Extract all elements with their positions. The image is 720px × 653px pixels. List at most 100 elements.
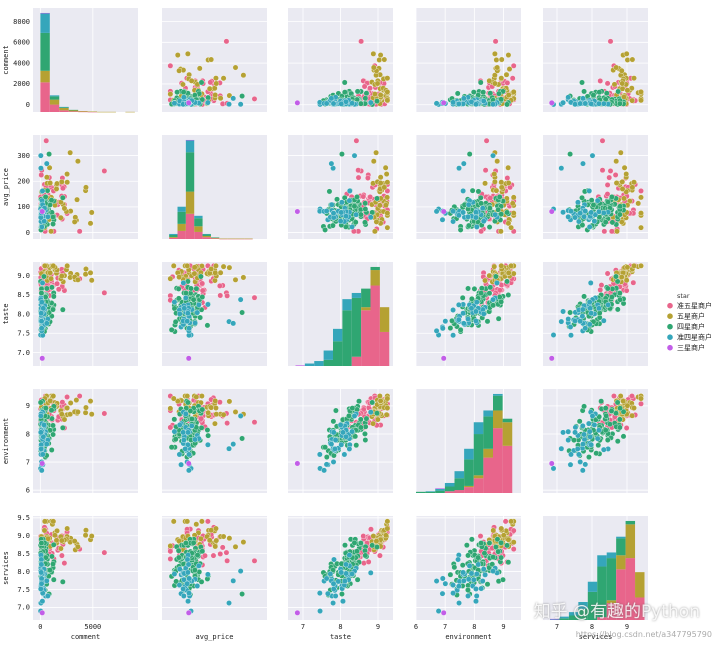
scatter-point [635,200,642,207]
hist-bar [40,82,50,112]
scatter-point [597,78,604,84]
scatter-point [450,208,456,215]
scatter-point [240,72,247,79]
scatter-point [226,445,232,452]
pairplot-cells [33,8,648,620]
scatter-point [466,151,473,157]
scatter-point [369,542,376,549]
scatter-point [54,280,60,287]
scatter-point [484,581,491,588]
scatter-point [496,194,503,200]
scatter-point [460,188,467,194]
scatter-point [460,569,467,576]
y-axis-label: avg_price [2,168,10,206]
scatter-point [167,91,174,97]
hist-bar [550,618,560,620]
scatter-point [638,224,644,231]
scatter-point [478,285,485,292]
scatter-point [607,168,614,174]
hist-bar [49,96,60,100]
scatter-point [604,80,611,87]
scatter-point [478,290,484,296]
hist-bar [202,233,211,235]
scatter-point [181,305,188,312]
scatter-point [473,318,479,324]
hist-bar [606,552,617,559]
scatter-point [582,325,589,332]
scatter-point [567,461,574,468]
scatter-point [41,518,48,525]
scatter-point [316,451,323,458]
scatter-point [377,92,384,98]
scatter-point [76,393,83,399]
scatter-point [73,397,80,403]
scatter-point [482,167,489,174]
scatter-point [440,208,447,215]
scatter-point [384,224,391,231]
hist-bar [435,488,445,489]
scatter-point [500,532,507,539]
scatter-point [558,318,565,325]
scatter-point [498,539,504,546]
scatter-point [473,214,479,221]
scatter-point [230,320,237,327]
scatter-point [191,264,198,271]
scatter-point [383,171,390,177]
scatter-point [44,174,50,181]
scatter-point [505,52,512,58]
scatter-point [38,325,45,332]
scatter-point [217,95,224,102]
scatter-point [168,326,175,333]
hist-bar [616,538,626,556]
hist-bar [59,110,69,112]
scatter-point [486,290,493,297]
hist-bar [454,471,465,479]
scatter-point [460,160,467,167]
scatter-point [623,425,630,431]
scatter-point [183,540,189,546]
scatter-point [338,441,345,448]
scatter-point [362,95,369,102]
scatter-point [337,422,344,428]
scatter-point [560,429,566,436]
scatter-point [606,174,613,181]
scatter-point [192,320,198,326]
scatter-point [560,308,566,315]
scatter-point [64,405,71,411]
scatter-point [88,209,95,216]
hist-bar [78,111,88,113]
scatter-point [638,97,644,104]
scatter-point [343,433,349,440]
scatter-point [466,562,473,569]
scatter-point [82,532,89,539]
hist-bar [493,428,503,493]
y-tick-label: 8.5 [17,550,30,558]
scatter-point [174,89,180,96]
scatter-point [317,608,323,614]
scatter-point [180,81,186,88]
scatter-point [208,404,215,411]
hist-bar [304,363,315,366]
scatter-point [220,75,227,82]
hist-bar [333,341,343,366]
scatter-point [194,583,201,589]
hist-bar [464,487,474,493]
scatter-point [251,96,258,102]
scatter-point [352,433,359,440]
scatter-point [505,269,512,276]
scatter-point [194,552,201,559]
hist-bar [244,238,253,240]
scatter-point [455,316,462,323]
scatter-point [631,75,637,82]
scatter-point [334,196,340,203]
scatter-point [491,263,498,270]
cell-background [33,8,138,112]
scatter-point [477,194,484,201]
scatter-point [199,96,206,103]
scatter-point [510,210,517,217]
scatter-point [213,405,219,411]
hist-bar [177,230,186,239]
scatter-point [440,99,447,106]
scatter-point [548,99,555,106]
scatter-point [184,393,191,399]
